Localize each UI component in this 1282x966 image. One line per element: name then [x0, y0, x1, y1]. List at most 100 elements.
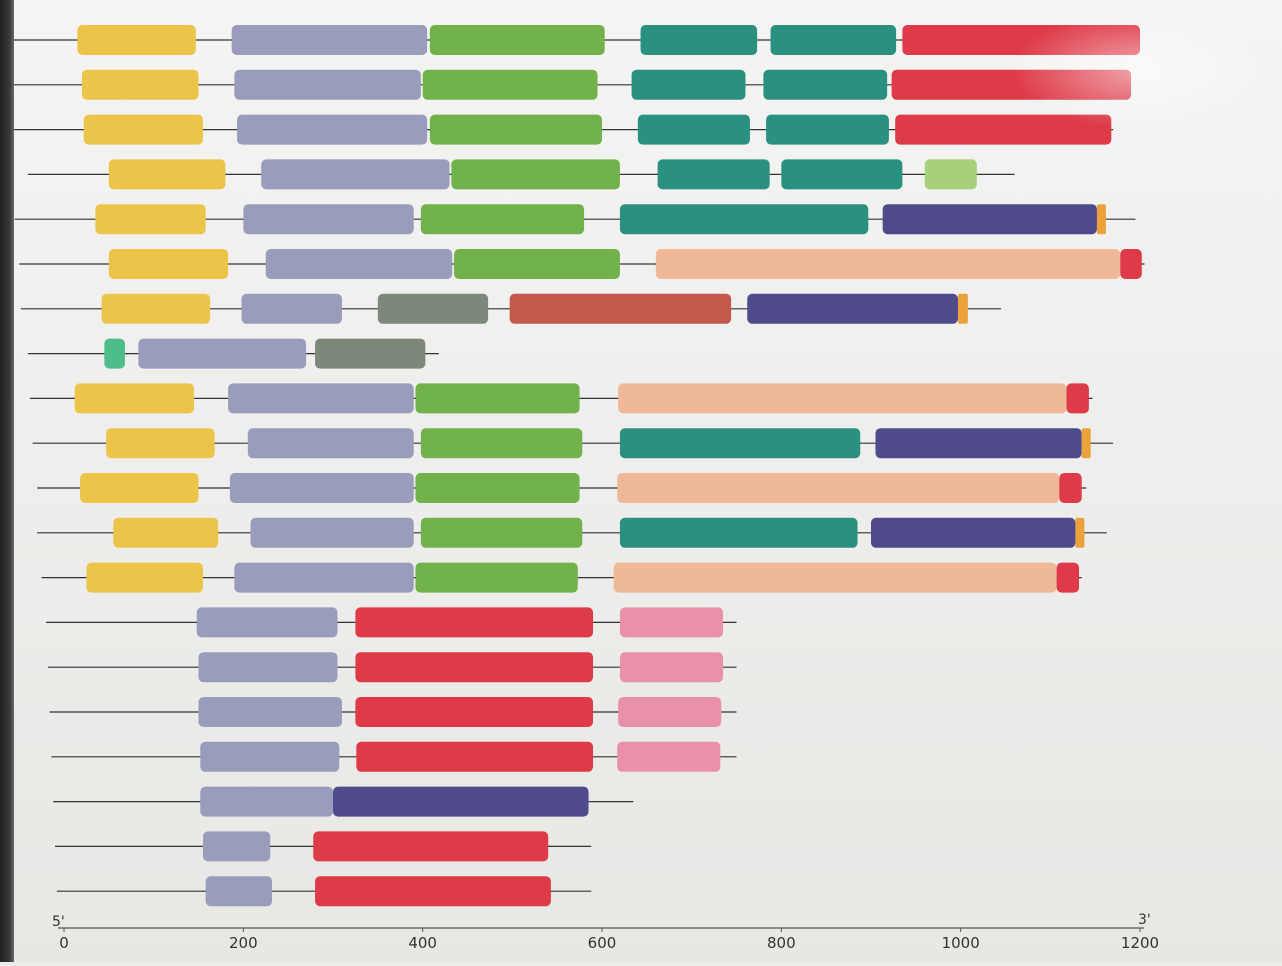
domain-segment-red: [315, 876, 551, 907]
domain-segment-yellow: [81, 69, 199, 100]
domain-segment-green: [420, 517, 583, 548]
gene-row: [41, 562, 1082, 593]
domain-segment-red: [355, 697, 594, 727]
gene-row: [14, 204, 1136, 235]
domain-segment-orange: [957, 293, 968, 324]
domain-segment-green: [420, 204, 585, 235]
domain-segment-lavender: [205, 876, 273, 907]
domain-segment-lavender: [200, 741, 340, 772]
domain-segment-yellow: [86, 562, 203, 593]
domain-segment-gray: [315, 338, 426, 369]
domain-segment-mint: [104, 338, 125, 369]
domain-segment-yellow: [108, 249, 229, 279]
domain-segment-red: [313, 831, 549, 862]
x-tick-label: 0: [59, 934, 69, 952]
domain-segment-red: [355, 652, 594, 683]
domain-segment-teal: [640, 25, 758, 55]
domain-segment-lavender: [237, 114, 428, 145]
domain-segment-red: [895, 114, 1112, 145]
domain-segment-peach: [618, 383, 1067, 414]
gene-row: [19, 249, 1145, 279]
domain-segment-teal: [657, 159, 770, 190]
domain-segment-green: [429, 25, 605, 55]
domain-segment-gray: [377, 293, 489, 324]
domain-segment-yellow: [74, 383, 195, 414]
gene-row: [46, 607, 737, 638]
domain-segment-lavender: [198, 652, 338, 683]
gene-row: [37, 517, 1107, 548]
domain-segment-peach: [617, 473, 1060, 503]
domain-segment-purple: [747, 293, 958, 324]
domain-segment-purple: [882, 204, 1097, 235]
domain-segment-green: [422, 69, 598, 100]
domain-segment-orange: [1081, 428, 1091, 459]
domain-segment-purple: [875, 428, 1082, 459]
domain-segment-red: [1059, 473, 1082, 503]
gene-row: [20, 293, 1002, 324]
domain-segment-pink: [619, 607, 724, 638]
domain-segment-yellow: [77, 25, 196, 55]
domain-segment-yellow: [113, 517, 219, 548]
domain-segment-green: [454, 249, 620, 279]
domain-segment-purple: [333, 786, 589, 817]
domain-segment-green: [420, 428, 583, 459]
domain-segment-green: [429, 114, 602, 145]
domain-segment-peach: [655, 249, 1121, 279]
domain-segment-purple: [871, 517, 1076, 548]
domain-segment-green: [415, 383, 580, 414]
domain-segment-lightgreen: [924, 159, 977, 190]
domain-segment-red: [356, 741, 594, 772]
three-prime-label: 3': [1138, 912, 1151, 928]
x-axis-ticks: 0 200 400 600 800 1000 1200: [59, 928, 1159, 952]
domain-segment-lavender: [243, 204, 414, 235]
domain-segment-lavender: [229, 473, 414, 503]
domain-segment-lavender: [247, 428, 414, 459]
domain-segment-rust: [509, 293, 732, 324]
gene-row: [28, 338, 439, 369]
domain-segment-lavender: [261, 159, 450, 190]
domain-segment-green: [415, 562, 578, 593]
domain-segment-yellow: [83, 114, 203, 145]
domain-segment-red: [355, 607, 594, 638]
gene-row: [29, 383, 1093, 414]
domain-segment-lavender: [228, 383, 414, 414]
gene-row: [47, 652, 737, 683]
gene-row: [55, 831, 592, 862]
x-tick-label: 200: [229, 934, 258, 952]
x-axis: 0 200 400 600 800 1000 1200 5' 3': [52, 912, 1159, 952]
gene-row: [49, 697, 737, 727]
domain-segment-teal: [637, 114, 750, 145]
domain-segment-lavender: [231, 25, 428, 55]
domain-segment-red: [1056, 562, 1080, 593]
gene-row: [51, 741, 737, 772]
domain-segment-orange: [1096, 204, 1106, 235]
domain-segment-teal: [619, 204, 869, 235]
domain-segment-lavender: [138, 338, 307, 369]
x-tick-label: 400: [408, 934, 437, 952]
x-tick-label: 1000: [942, 934, 980, 952]
domain-segment-teal: [781, 159, 903, 190]
domain-segment-lavender: [196, 607, 338, 638]
domain-segment-lavender: [241, 293, 342, 324]
domain-segment-yellow: [101, 293, 211, 324]
monitor-bezel: [0, 0, 14, 962]
domain-segment-lavender: [250, 517, 414, 548]
domain-segment-yellow: [80, 473, 199, 503]
gene-row: [10, 69, 1132, 100]
domain-segment-peach: [613, 562, 1057, 593]
domain-segment-red: [1120, 249, 1142, 279]
domain-segment-pink: [619, 652, 724, 683]
domain-segment-yellow: [108, 159, 226, 190]
domain-segment-green: [451, 159, 620, 190]
domain-segment-teal: [766, 114, 889, 145]
gene-row: [10, 25, 1140, 55]
x-tick-label: 800: [767, 934, 796, 952]
gene-rows: [10, 25, 1145, 907]
domain-segment-orange: [1075, 517, 1085, 548]
domain-segment-red: [1066, 383, 1089, 414]
gene-row: [32, 428, 1114, 459]
domain-segment-lavender: [198, 697, 342, 727]
gene-row: [56, 876, 592, 907]
